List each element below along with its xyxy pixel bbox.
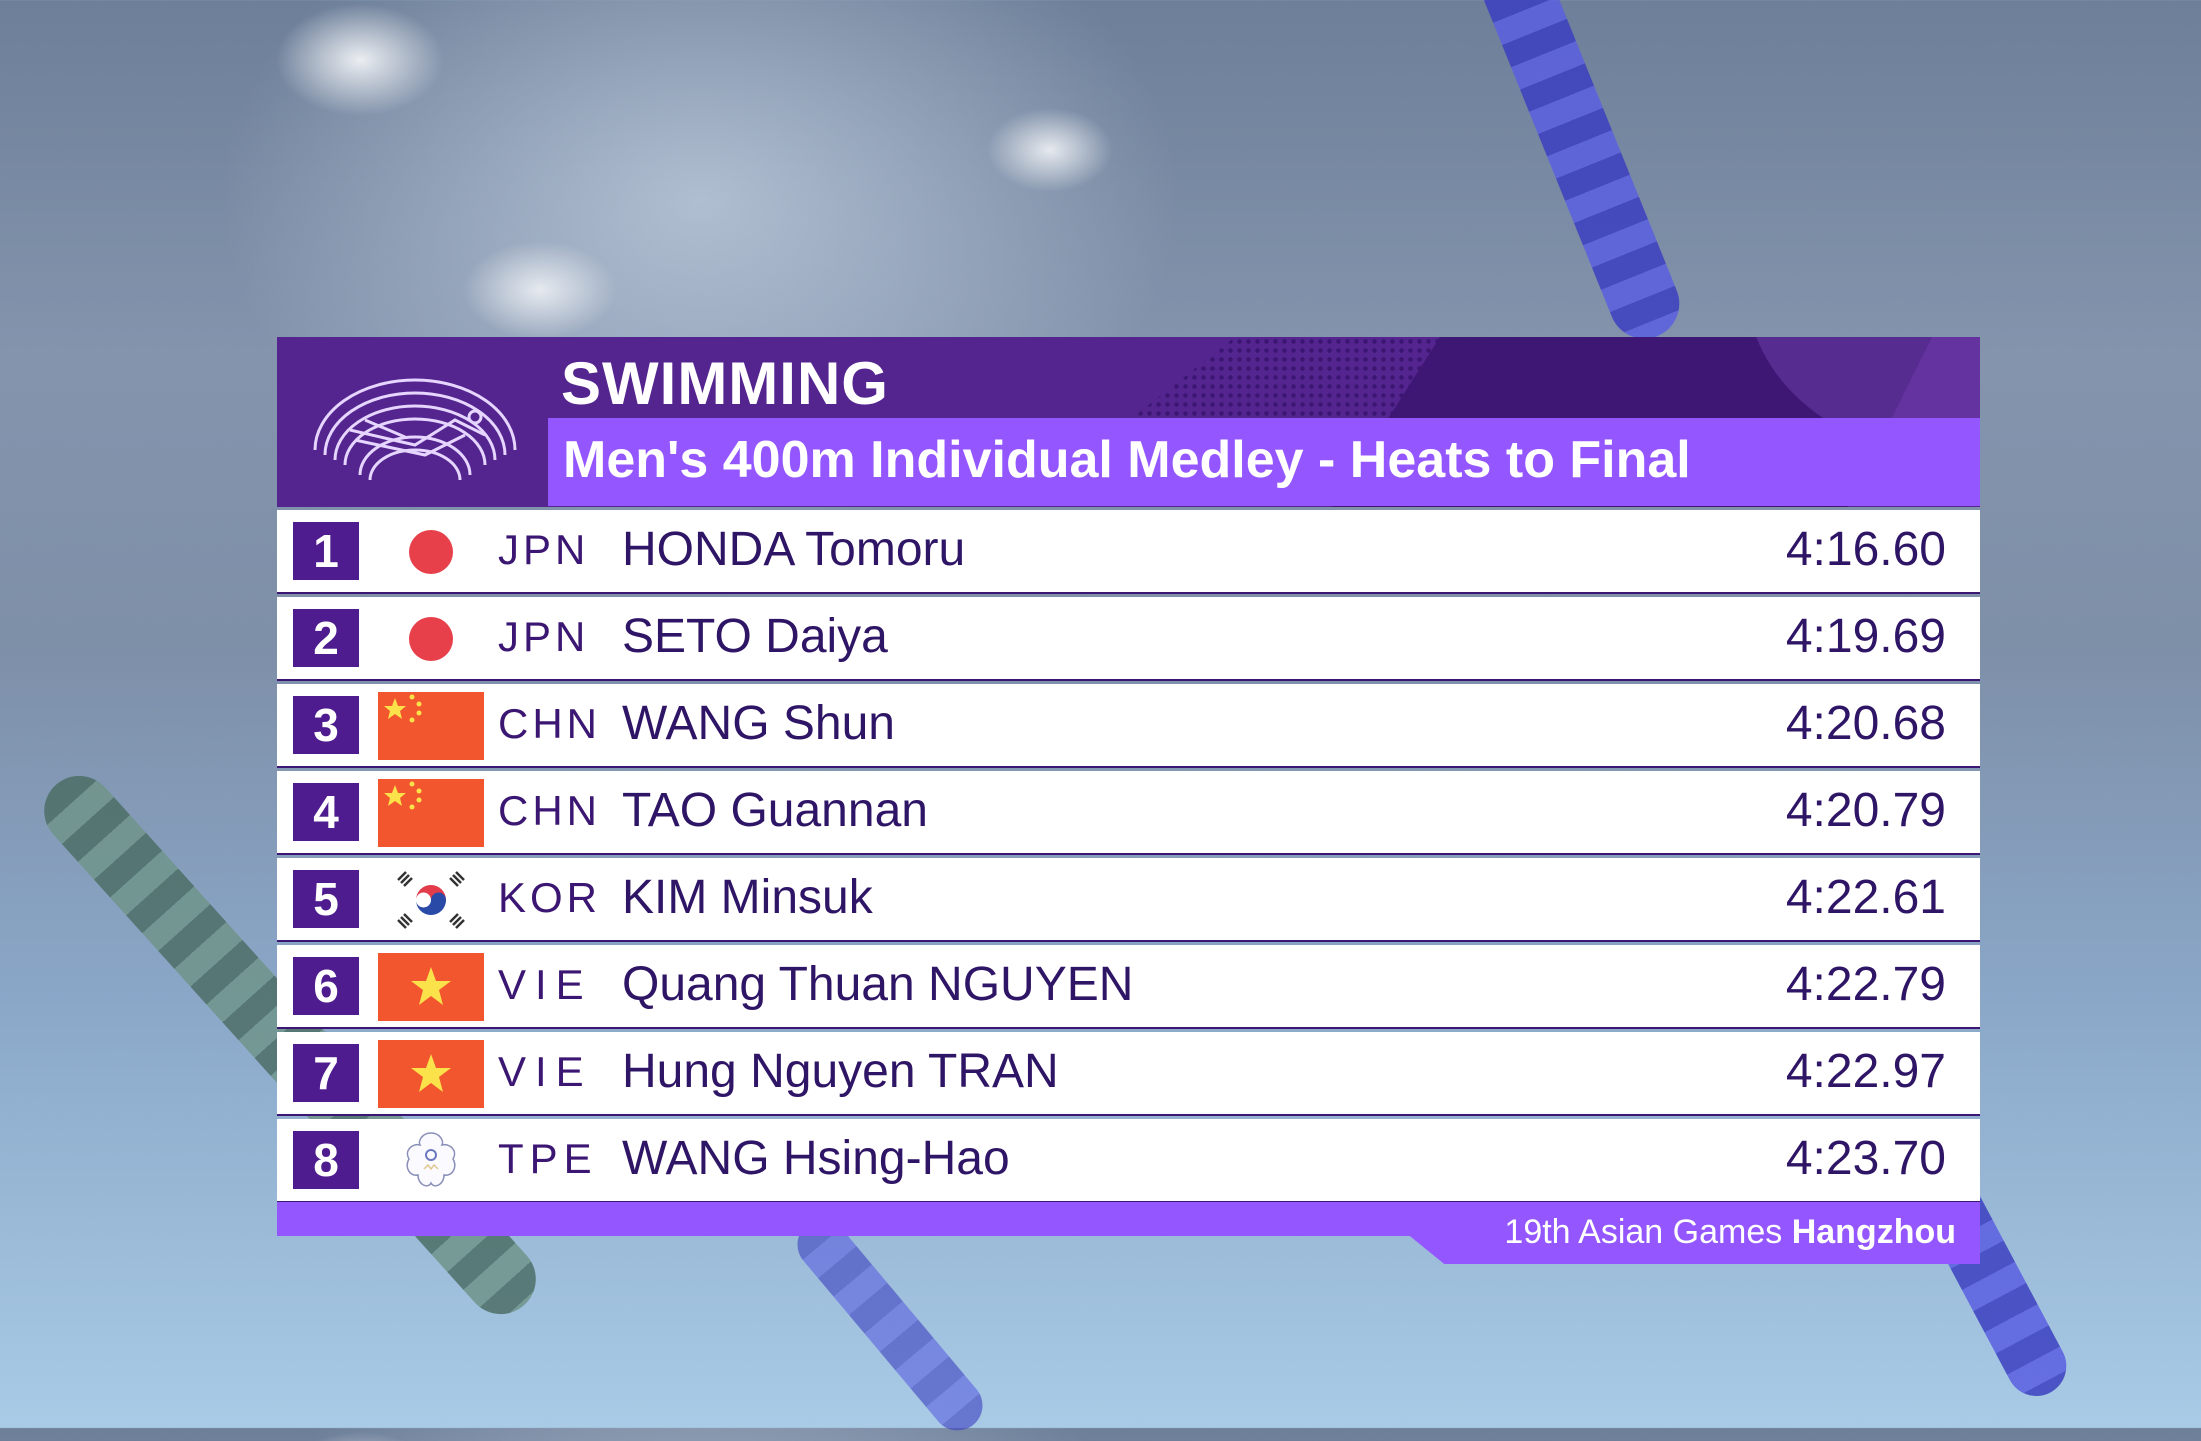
rank-badge: 2 (293, 609, 359, 667)
athlete-name: KIM Minsuk (622, 871, 873, 924)
branding-city: Hangzhou (1791, 1213, 1956, 1251)
result-time: 4:22.97 (1785, 1045, 1946, 1098)
results-list: 1 JPN HONDA Tomoru 4:16.60 2 JPN SETO Da… (277, 510, 1980, 1206)
event-title: Men's 400m Individual Medley - Heats to … (563, 431, 1691, 489)
chn-flag-icon (378, 692, 484, 760)
rank-badge: 3 (293, 696, 359, 754)
result-time: 4:22.61 (1785, 871, 1946, 924)
result-time: 4:19.69 (1785, 610, 1946, 663)
kor-flag-icon (397, 871, 465, 929)
result-row: 8 TPE WANG Hsing-Hao 4:23.70 (277, 1119, 1980, 1201)
result-time: 4:22.79 (1785, 958, 1946, 1011)
country-code: TPE (498, 1135, 598, 1182)
athlete-name: WANG Hsing-Hao (622, 1132, 1010, 1185)
result-time: 4:20.68 (1785, 697, 1946, 750)
country-code: CHN (498, 700, 601, 747)
rank-badge: 1 (293, 522, 359, 580)
result-row: 3 CHN WANG Shun 4:20.68 (277, 684, 1980, 766)
scoreboard-header: SWIMMING Men's 400m Individual Medley - … (277, 337, 1980, 507)
rank-badge: 7 (293, 1044, 359, 1102)
lane-rope-blue-bottom (787, 1209, 993, 1441)
country-code: CHN (498, 787, 601, 834)
result-row: 5 KOR KIM Minsuk 4:22.61 (277, 858, 1980, 940)
sport-title: SWIMMING (561, 350, 889, 417)
country-code: JPN (498, 613, 590, 660)
jpn-flag-icon (409, 617, 453, 661)
athlete-name: TAO Guannan (622, 784, 928, 837)
rank-badge: 5 (293, 870, 359, 928)
result-row: 2 JPN SETO Daiya 4:19.69 (277, 597, 1980, 679)
jpn-flag-icon (409, 530, 453, 574)
vie-flag-icon (378, 1040, 484, 1108)
result-time: 4:23.70 (1785, 1132, 1946, 1185)
rank-badge: 6 (293, 957, 359, 1015)
result-row: 7 VIE Hung Nguyen TRAN 4:22.97 (277, 1032, 1980, 1114)
result-time: 4:20.79 (1785, 784, 1946, 837)
result-row: 4 CHN TAO Guannan 4:20.79 (277, 771, 1980, 853)
rank-badge: 8 (293, 1131, 359, 1189)
country-code: VIE (498, 1048, 593, 1095)
tpe-flag-icon (406, 1132, 456, 1187)
country-code: JPN (498, 526, 590, 573)
result-row: 1 JPN HONDA Tomoru 4:16.60 (277, 510, 1980, 592)
event-band: Men's 400m Individual Medley - Heats to … (548, 418, 1980, 506)
athlete-name: Quang Thuan NGUYEN (622, 958, 1134, 1011)
athlete-name: WANG Shun (622, 697, 895, 750)
athlete-name: SETO Daiya (622, 610, 888, 663)
hangzhou-asian-games-logo-icon (313, 378, 517, 481)
country-code: VIE (498, 961, 593, 1008)
lane-rope-blue (1430, 0, 1690, 350)
rank-badge: 4 (293, 783, 359, 841)
athlete-name: Hung Nguyen TRAN (622, 1045, 1059, 1098)
event-branding: 19th Asian Games Hangzhou (1504, 1213, 1956, 1252)
vie-flag-icon (378, 953, 484, 1021)
chn-flag-icon (378, 779, 484, 847)
result-row: 6 VIE Quang Thuan NGUYEN 4:22.79 (277, 945, 1980, 1027)
footer-tab (1410, 1202, 1980, 1264)
country-code: KOR (498, 874, 602, 921)
athlete-name: HONDA Tomoru (622, 523, 966, 576)
branding-prefix: 19th Asian Games (1504, 1213, 1792, 1251)
result-time: 4:16.60 (1785, 523, 1946, 576)
